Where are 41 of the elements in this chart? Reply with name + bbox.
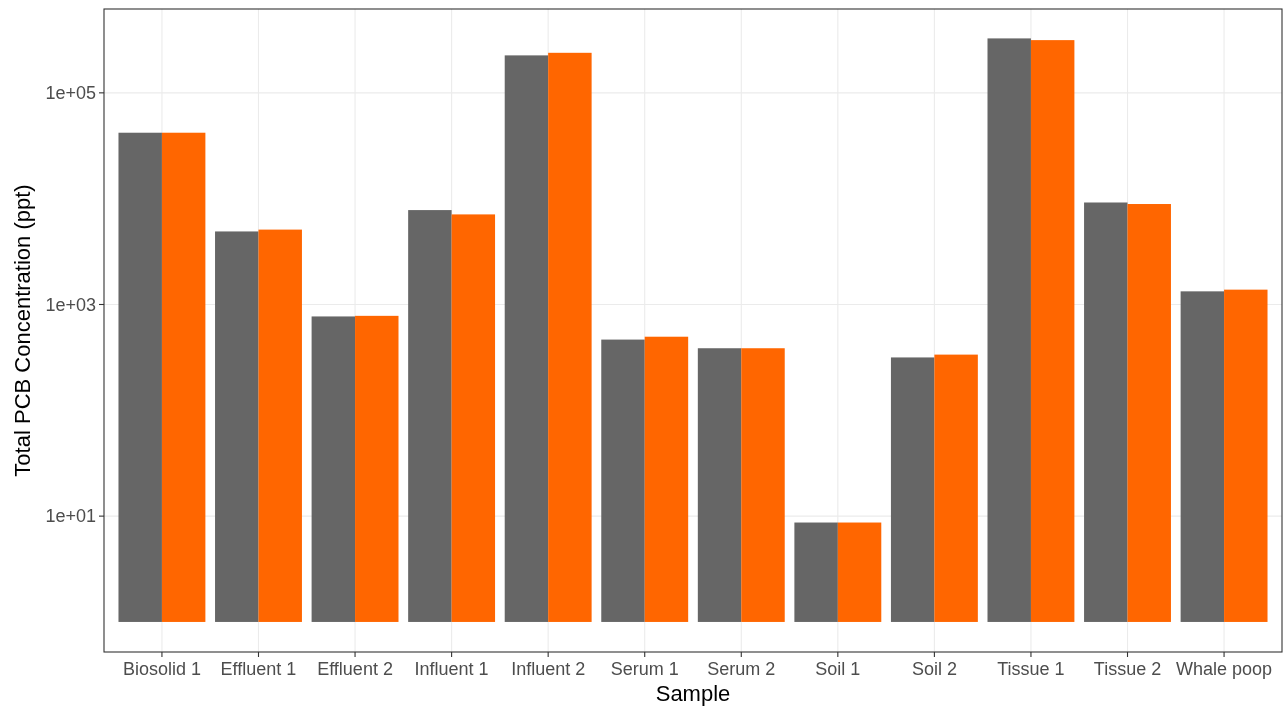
bar [355,315,399,622]
x-tick-label: Soil 2 [911,659,957,679]
y-axis-title: Total PCB Concentration (ppt) [10,184,35,477]
bar [311,316,356,622]
bar [644,336,689,622]
bar [161,132,206,622]
y-tick-label: 1e+01 [45,506,96,527]
bar [1030,40,1075,622]
x-tick-label: Whale poop [1176,659,1273,679]
bar [697,348,742,622]
bar [451,214,496,622]
bar [837,522,882,622]
bar [1084,202,1128,622]
x-tick-label: Influent 2 [511,659,586,679]
x-tick-label: Serum 1 [610,659,679,679]
x-tick-label: Influent 1 [414,659,489,679]
x-tick-label: Tissue 1 [997,659,1065,679]
x-axis-title: Sample [655,681,731,706]
x-tick-label: Biosolid 1 [122,659,201,679]
bar [1127,204,1171,622]
bar [601,339,645,622]
y-tick-label: 1e+03 [45,294,96,315]
x-tick-label: Soil 1 [815,659,861,679]
bar [408,210,452,622]
bar [258,229,302,622]
bar [1224,289,1268,622]
bar [794,522,838,622]
y-tick-label: 1e+05 [45,83,96,104]
bar [741,348,785,622]
bar [890,357,935,622]
x-tick-label: Effluent 2 [317,659,393,679]
x-tick-label: Serum 2 [707,659,776,679]
bar [934,354,978,622]
x-tick-label: Effluent 1 [220,659,297,679]
bar [215,231,259,622]
bar [987,38,1031,622]
x-tick-label: Tissue 2 [1093,659,1162,679]
bar [548,52,592,622]
bar [118,132,162,622]
bar [1180,291,1225,622]
bar [504,55,549,622]
